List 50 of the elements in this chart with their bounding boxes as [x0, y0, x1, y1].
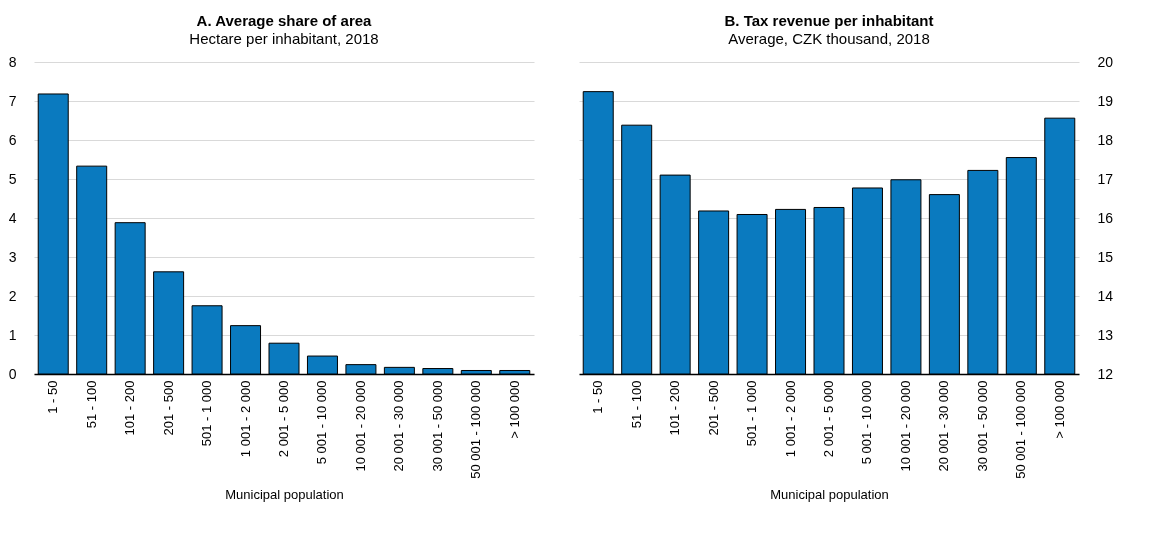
x-tick-label: 30 001 - 50 000: [974, 380, 990, 472]
y2-tick-label: 17: [1097, 170, 1114, 187]
x-tick-label: 201 - 500: [705, 380, 721, 436]
y2-tick-label: 12: [1097, 365, 1114, 382]
y2-tick-label: 16: [1097, 209, 1114, 226]
x-tick-label: > 100 000: [506, 380, 522, 439]
x-tick-label: 101 - 200: [667, 380, 683, 436]
y-tick-label: 1: [8, 326, 17, 343]
x-tick-label: 2 001 - 5 000: [276, 380, 291, 458]
y2-tick-label: 20: [1097, 53, 1114, 70]
chart-subtitle: Hectare per inhabitant, 2018: [189, 30, 379, 47]
x-tick-label: > 100 000: [1051, 380, 1067, 439]
y-tick-label: 4: [8, 209, 17, 226]
y-tick-label: 3: [8, 248, 17, 265]
x-tick-label: 20 001 - 30 000: [391, 380, 407, 472]
y2-tick-label: 18: [1097, 131, 1114, 148]
x-axis-title: Municipal population: [770, 486, 889, 502]
x-tick-label: 201 - 500: [160, 380, 176, 436]
y-tick-label: 8: [8, 53, 17, 70]
y-tick-label: 7: [8, 92, 17, 109]
x-axis-title: Municipal population: [225, 486, 344, 502]
chart-title: B. Tax revenue per inhabitant: [724, 12, 934, 29]
x-tick-label: 30 001 - 50 000: [429, 380, 445, 472]
y-tick-label: 0: [8, 365, 17, 382]
x-tick-label: 1 - 50: [45, 380, 61, 414]
y-tick-label: 2: [8, 287, 17, 304]
x-tick-label: 50 001 - 100 000: [1013, 380, 1029, 479]
x-tick-label: 1 001 - 2 000: [782, 380, 798, 458]
x-tick-label: 20 001 - 30 000: [936, 380, 952, 472]
x-tick-label: 5 001 - 10 000: [314, 380, 330, 465]
chart-subtitle: Average, CZK thousand, 2018: [728, 30, 930, 47]
x-tick-label: 1 001 - 2 000: [237, 380, 253, 458]
x-tick-label: 51 - 100: [83, 380, 99, 429]
x-tick-label: 10 001 - 20 000: [352, 380, 368, 472]
x-tick-label: 51 - 100: [628, 380, 644, 429]
x-tick-label: 50 001 - 100 000: [468, 380, 484, 479]
y2-tick-label: 19: [1097, 92, 1114, 109]
y2-tick-label: 14: [1097, 287, 1114, 304]
chart-title: A. Average share of area: [196, 12, 373, 29]
x-tick-label: 101 - 200: [122, 380, 138, 436]
x-tick-label: 5 001 - 10 000: [859, 380, 875, 465]
x-tick-label: 10 001 - 20 000: [897, 380, 913, 472]
x-tick-label: 501 - 1 000: [199, 380, 215, 447]
y-tick-label: 6: [8, 131, 17, 148]
y2-tick-label: 15: [1097, 248, 1114, 265]
x-tick-label: 2 001 - 5 000: [821, 380, 836, 458]
x-tick-label: 501 - 1 000: [744, 380, 760, 447]
y-tick-label: 5: [8, 170, 17, 187]
y2-tick-label: 13: [1097, 326, 1114, 343]
x-tick-label: 1 - 50: [590, 380, 606, 414]
